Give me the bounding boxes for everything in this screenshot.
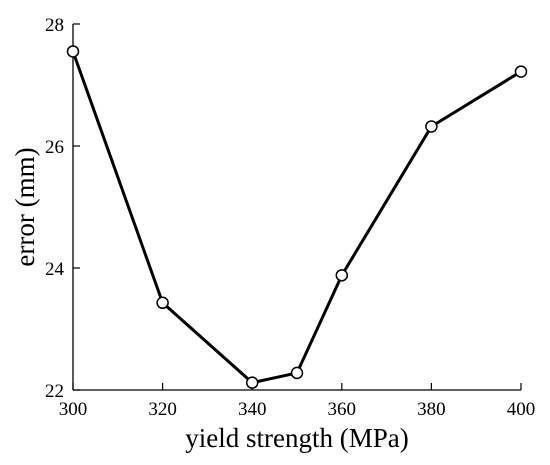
x-tick-label: 320 xyxy=(148,399,177,420)
y-tick-label: 26 xyxy=(45,137,64,158)
y-ticks: 22 24 26 28 xyxy=(45,15,80,402)
data-point xyxy=(514,65,528,78)
data-point xyxy=(66,45,80,58)
data-point xyxy=(245,376,259,389)
data-point xyxy=(425,120,438,133)
y-tick-label: 22 xyxy=(45,381,64,402)
data-point xyxy=(290,366,304,380)
series-layer xyxy=(66,45,528,389)
y-axis-title: error (mm) xyxy=(10,147,40,266)
x-tick-label: 360 xyxy=(328,399,357,420)
axes xyxy=(72,24,521,391)
series-line xyxy=(71,50,522,385)
x-ticks: 300 320 340 360 380 400 xyxy=(59,383,536,420)
x-tick-label: 380 xyxy=(417,399,446,420)
x-axis-title: yield strength (MPa) xyxy=(185,423,408,453)
x-tick-label: 300 xyxy=(59,399,88,420)
y-tick-label: 24 xyxy=(45,259,65,280)
x-tick-label: 400 xyxy=(507,399,536,420)
y-tick-label: 28 xyxy=(45,15,64,36)
x-tick-label: 340 xyxy=(238,399,267,420)
data-point xyxy=(156,296,169,310)
data-point xyxy=(335,269,349,282)
